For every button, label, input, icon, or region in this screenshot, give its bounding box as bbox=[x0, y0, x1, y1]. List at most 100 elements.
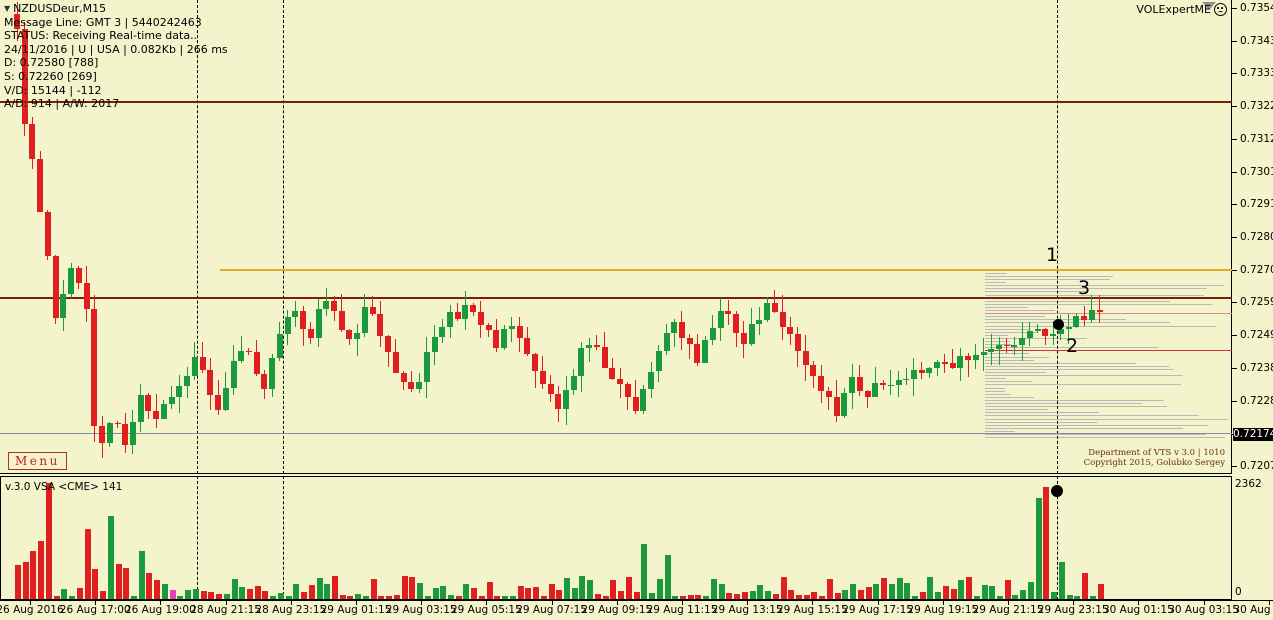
volume-bar[interactable] bbox=[130, 596, 137, 599]
reference-line-resistance-upper[interactable] bbox=[0, 101, 1232, 104]
candlestick[interactable] bbox=[895, 0, 902, 474]
candlestick[interactable] bbox=[872, 0, 879, 474]
volume-bar[interactable] bbox=[216, 594, 223, 599]
candlestick[interactable] bbox=[671, 0, 678, 474]
volume-bar[interactable] bbox=[107, 516, 114, 599]
candlestick[interactable] bbox=[624, 0, 631, 474]
symbol-row[interactable]: ▼ NZDUSDeur,M15 bbox=[4, 2, 228, 16]
volume-bar[interactable] bbox=[409, 576, 416, 599]
volume-bar[interactable] bbox=[1035, 498, 1042, 599]
candlestick[interactable] bbox=[609, 0, 616, 474]
volume-bar[interactable] bbox=[301, 591, 308, 599]
candlestick[interactable] bbox=[570, 0, 577, 474]
candlestick[interactable] bbox=[586, 0, 593, 474]
volume-bar[interactable] bbox=[169, 589, 176, 599]
volume-bar[interactable] bbox=[664, 554, 671, 599]
candlestick[interactable] bbox=[60, 0, 67, 474]
candlestick[interactable] bbox=[331, 0, 338, 474]
volume-bar[interactable] bbox=[533, 586, 540, 599]
volume-bar[interactable] bbox=[417, 583, 424, 599]
candlestick[interactable] bbox=[980, 0, 987, 474]
volume-bar[interactable] bbox=[873, 584, 880, 599]
candlestick[interactable] bbox=[91, 0, 98, 474]
time-axis[interactable]: 26 Aug 2016 26 Aug 17:00 26 Aug 19:00 28 Au… bbox=[0, 600, 1273, 620]
candlestick[interactable] bbox=[934, 0, 941, 474]
volume-bar[interactable] bbox=[927, 577, 934, 599]
candlestick[interactable] bbox=[346, 0, 353, 474]
candlestick[interactable] bbox=[501, 0, 508, 474]
candlestick[interactable] bbox=[1081, 0, 1088, 474]
candlestick[interactable] bbox=[493, 0, 500, 474]
candlestick[interactable] bbox=[338, 0, 345, 474]
sad-face-icon[interactable] bbox=[1214, 3, 1227, 16]
volume-bar[interactable] bbox=[757, 584, 764, 599]
candlestick[interactable] bbox=[168, 0, 175, 474]
candlestick[interactable] bbox=[748, 0, 755, 474]
candlestick[interactable] bbox=[1003, 0, 1010, 474]
candlestick[interactable] bbox=[802, 0, 809, 474]
candlestick[interactable] bbox=[184, 0, 191, 474]
volume-bar[interactable] bbox=[788, 589, 795, 599]
volume-bar[interactable] bbox=[161, 584, 168, 599]
candlestick[interactable] bbox=[949, 0, 956, 474]
candlestick[interactable] bbox=[44, 0, 51, 474]
volume-bar[interactable] bbox=[355, 594, 362, 599]
volume-bar[interactable] bbox=[942, 585, 949, 599]
candlestick[interactable] bbox=[539, 0, 546, 474]
candlestick[interactable] bbox=[37, 0, 44, 474]
volume-bar[interactable] bbox=[231, 579, 238, 599]
volume-bar[interactable] bbox=[486, 581, 493, 599]
candlestick[interactable] bbox=[555, 0, 562, 474]
volume-bar[interactable] bbox=[378, 596, 385, 599]
reference-line-red-line[interactable] bbox=[985, 350, 1232, 352]
candlestick[interactable] bbox=[578, 0, 585, 474]
volume-bar[interactable] bbox=[45, 483, 52, 599]
volume-bar[interactable] bbox=[200, 591, 207, 599]
candlestick[interactable] bbox=[477, 0, 484, 474]
volume-bar[interactable] bbox=[100, 591, 107, 599]
candlestick[interactable] bbox=[957, 0, 964, 474]
reference-line-gold-support[interactable] bbox=[220, 268, 1232, 271]
volume-bar[interactable] bbox=[308, 585, 315, 599]
volume-bar[interactable] bbox=[734, 593, 741, 599]
candlestick[interactable] bbox=[818, 0, 825, 474]
volume-bar[interactable] bbox=[641, 544, 648, 599]
candlestick[interactable] bbox=[972, 0, 979, 474]
volume-bar[interactable] bbox=[61, 589, 68, 599]
candlestick[interactable] bbox=[423, 0, 430, 474]
candlestick[interactable] bbox=[323, 0, 330, 474]
volume-bar[interactable] bbox=[262, 590, 269, 599]
candlestick[interactable] bbox=[191, 0, 198, 474]
candlestick[interactable] bbox=[462, 0, 469, 474]
volume-bar[interactable] bbox=[53, 595, 60, 599]
volume-bar[interactable] bbox=[695, 594, 702, 599]
volume-bar[interactable] bbox=[726, 593, 733, 599]
candlestick[interactable] bbox=[276, 0, 283, 474]
candlestick[interactable] bbox=[508, 0, 515, 474]
volume-focus-dot-marker[interactable] bbox=[1051, 485, 1063, 497]
volume-bar[interactable] bbox=[432, 587, 439, 599]
candlestick[interactable] bbox=[238, 0, 245, 474]
chart-annotation-2[interactable]: 2 bbox=[1066, 335, 1079, 357]
volume-bar[interactable] bbox=[718, 584, 725, 599]
candlestick[interactable] bbox=[307, 0, 314, 474]
volume-bar[interactable] bbox=[749, 590, 756, 599]
volume-bar[interactable] bbox=[826, 578, 833, 599]
volume-bar[interactable] bbox=[579, 575, 586, 599]
candlestick[interactable] bbox=[771, 0, 778, 474]
candlestick[interactable] bbox=[153, 0, 160, 474]
candlestick[interactable] bbox=[230, 0, 237, 474]
candlestick[interactable] bbox=[694, 0, 701, 474]
volume-bar[interactable] bbox=[440, 585, 447, 599]
volume-bar[interactable] bbox=[386, 596, 393, 599]
volume-bar[interactable] bbox=[548, 584, 555, 599]
candlestick[interactable] bbox=[75, 0, 82, 474]
volume-bar[interactable] bbox=[795, 594, 802, 599]
volume-bar[interactable] bbox=[679, 596, 686, 599]
volume-chart-pane[interactable] bbox=[0, 476, 1232, 600]
candlestick[interactable] bbox=[99, 0, 106, 474]
volume-bar[interactable] bbox=[69, 595, 76, 599]
candlestick[interactable] bbox=[470, 0, 477, 474]
candlestick[interactable] bbox=[377, 0, 384, 474]
volume-bar[interactable] bbox=[1027, 582, 1034, 599]
